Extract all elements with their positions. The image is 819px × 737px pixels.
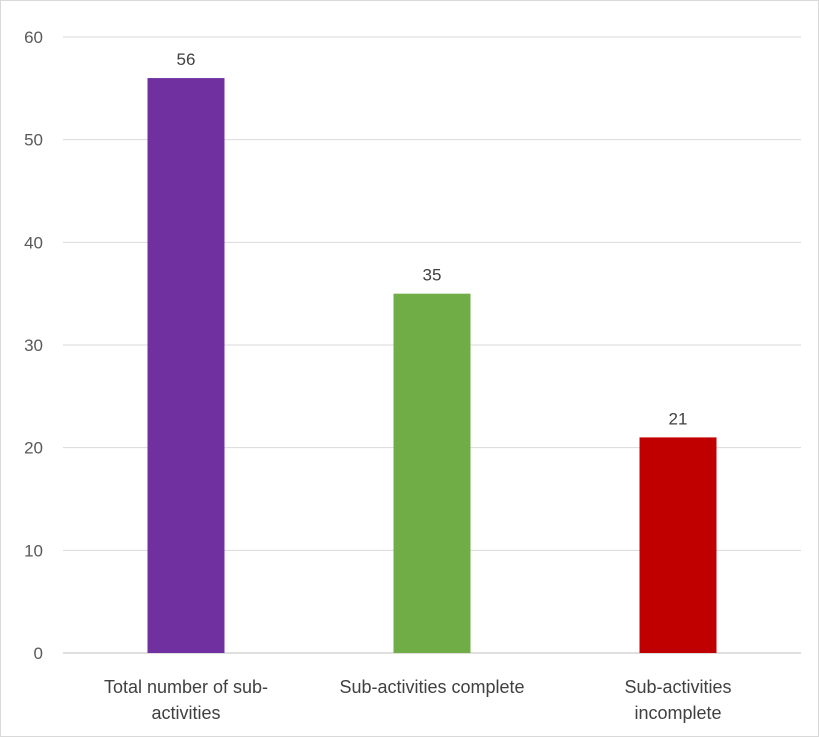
y-tick-label: 10 [24, 541, 43, 560]
x-axis-categories: Total number of sub-activities Sub-activi… [104, 677, 732, 723]
y-tick-label: 60 [24, 28, 43, 47]
category-label-line: incomplete [634, 703, 721, 723]
bar-1 [148, 78, 225, 653]
y-tick-label: 0 [34, 644, 43, 663]
bars [148, 78, 717, 653]
category-label-line: Sub-activities complete [339, 677, 524, 697]
bar-2 [394, 294, 471, 653]
category-label: Sub-activities incomplete [624, 677, 731, 723]
y-tick-label: 50 [24, 131, 43, 150]
category-label: Total number of sub-activities [104, 677, 268, 723]
y-tick-label: 30 [24, 336, 43, 355]
category-label-line: Total number of sub- [104, 677, 268, 697]
y-axis-ticks: 0 10 20 30 40 50 60 [24, 28, 43, 663]
data-label: 35 [423, 266, 442, 285]
y-tick-label: 40 [24, 233, 43, 252]
data-label: 56 [177, 50, 196, 69]
category-label-line: Sub-activities [624, 677, 731, 697]
bar-3 [640, 437, 717, 653]
category-label: Sub-activities complete [339, 677, 524, 697]
category-label-line: activities [151, 703, 220, 723]
y-tick-label: 20 [24, 439, 43, 458]
data-label: 21 [669, 409, 688, 428]
